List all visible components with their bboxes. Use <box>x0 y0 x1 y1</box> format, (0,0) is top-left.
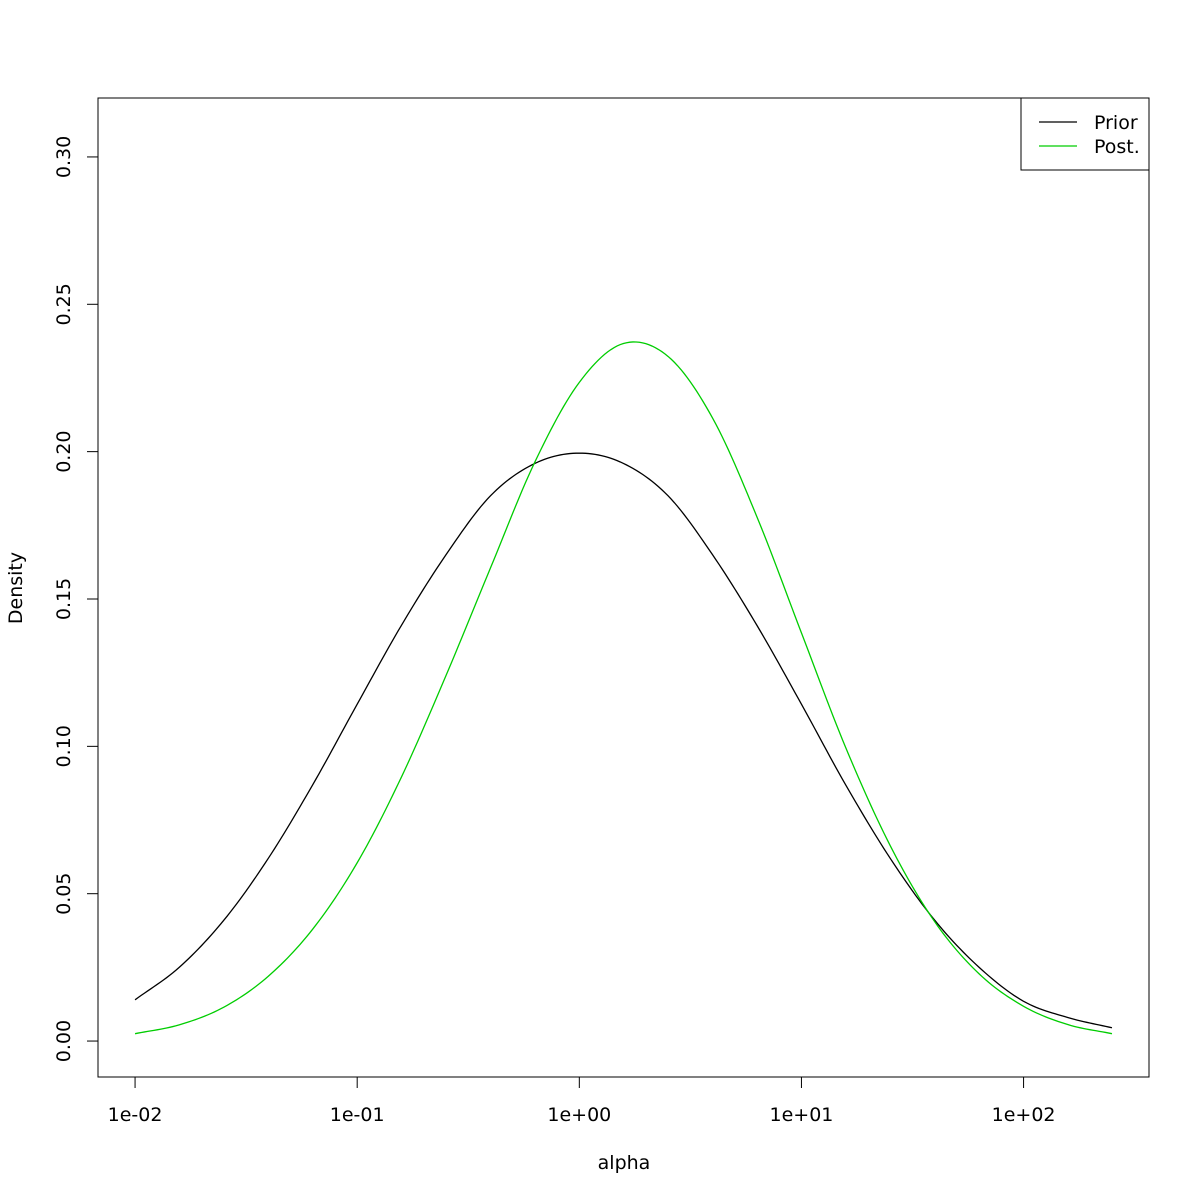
legend-label-prior: Prior <box>1094 112 1138 134</box>
legend: Prior Post. <box>1020 97 1150 171</box>
x-axis: 1e-02 1e-01 1e+00 1e+01 1e+02 <box>108 1076 1056 1126</box>
y-tick-label: 0.20 <box>53 430 75 472</box>
series-line-post <box>134 341 1113 1035</box>
x-tick-label: 1e+00 <box>547 1104 611 1126</box>
y-tick-label: 0.15 <box>53 578 75 620</box>
y-tick-label: 0.00 <box>53 1020 75 1062</box>
series-line-prior <box>134 452 1113 1029</box>
x-tick-label: 1e+01 <box>770 1104 834 1126</box>
x-tick-label: 1e-01 <box>330 1104 385 1126</box>
y-tick-label: 0.25 <box>53 283 75 325</box>
x-tick-label: 1e-02 <box>108 1104 163 1126</box>
y-tick-label: 0.05 <box>53 873 75 915</box>
legend-box <box>1020 97 1150 171</box>
y-tick-label: 0.10 <box>53 725 75 767</box>
x-tick-label: 1e+02 <box>992 1104 1056 1126</box>
x-axis-title: alpha <box>598 1152 651 1174</box>
y-axis-title: Density <box>5 552 27 624</box>
y-axis: 0.00 0.05 0.10 0.15 0.20 0.25 0.30 <box>53 136 99 1062</box>
series-layer <box>134 341 1113 1035</box>
y-tick-label: 0.30 <box>53 136 75 178</box>
legend-label-post: Post. <box>1094 136 1140 158</box>
